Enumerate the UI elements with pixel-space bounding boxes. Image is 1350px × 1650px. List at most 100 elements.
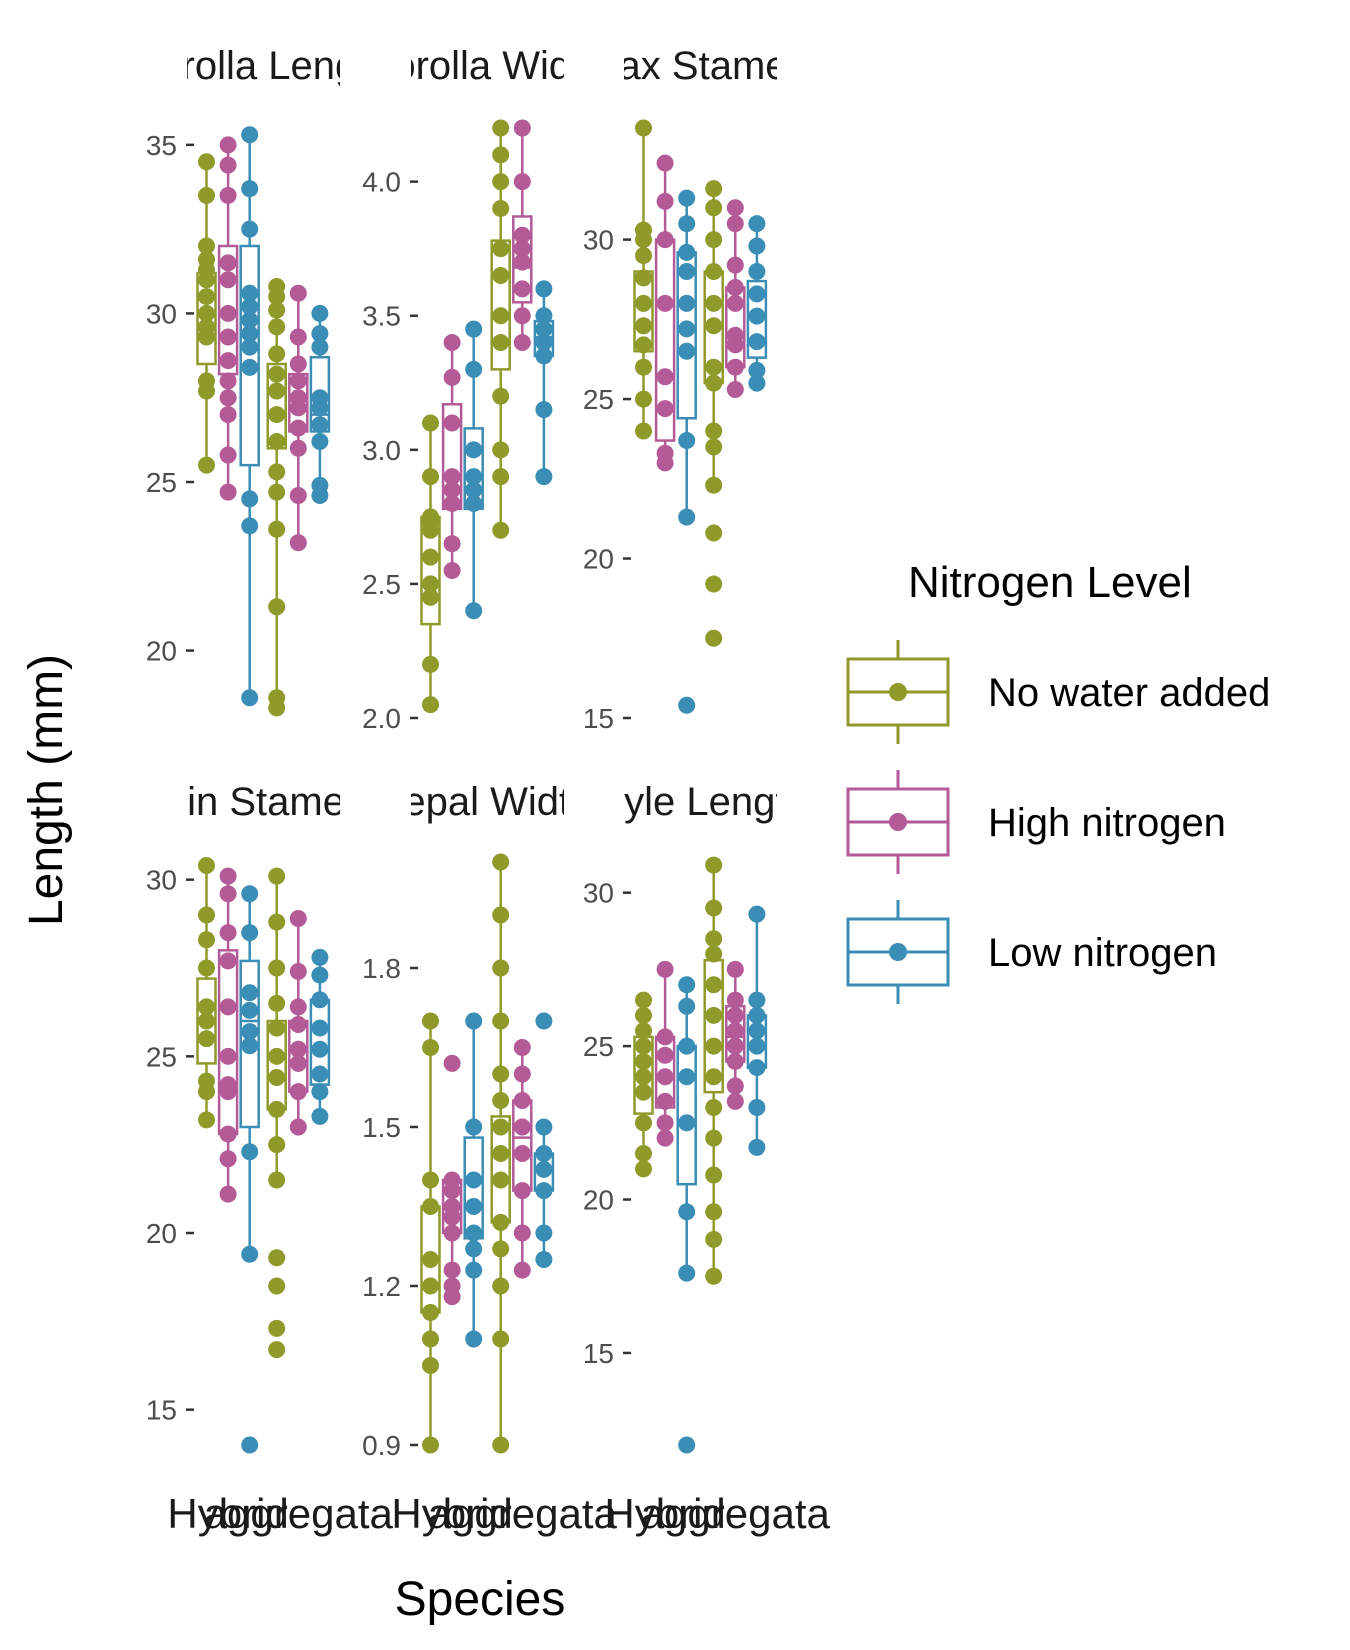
legend-label: High nitrogen: [988, 801, 1226, 845]
y-tick-label: 15: [146, 1395, 177, 1426]
data-point: [748, 1138, 766, 1156]
data-point: [289, 963, 307, 981]
box-group: [217, 136, 239, 501]
panel-title: Corolla Width: [364, 44, 604, 88]
data-point: [241, 284, 259, 302]
data-point: [268, 689, 286, 707]
data-point: [635, 1160, 652, 1178]
data-point: [492, 146, 510, 164]
y-tick-label: 15: [583, 703, 614, 734]
data-point: [635, 119, 652, 137]
data-point: [465, 1171, 483, 1189]
box-group: [217, 867, 239, 1203]
data-point: [241, 1143, 259, 1161]
data-point: [311, 338, 329, 356]
data-point: [311, 1040, 329, 1058]
data-point: [443, 414, 461, 432]
data-point: [492, 853, 510, 871]
data-point: [268, 1171, 286, 1189]
data-point: [198, 998, 215, 1016]
data-point: [422, 1304, 439, 1321]
box-group: [654, 960, 676, 1147]
data-point: [513, 240, 531, 258]
data-point: [198, 318, 215, 336]
x-category-label: aggregata: [428, 1490, 618, 1537]
data-point: [422, 696, 439, 714]
data-point: [656, 192, 674, 210]
data-point: [705, 358, 723, 376]
data-point: [289, 1016, 307, 1034]
data-point: [705, 263, 723, 281]
data-point: [268, 1019, 286, 1037]
data-point: [241, 1023, 259, 1041]
legend-key-point: [889, 683, 907, 701]
data-point: [443, 481, 461, 499]
box-group: [196, 153, 217, 474]
box-group: [703, 856, 724, 1285]
legend-label: No water added: [988, 671, 1270, 715]
data-point: [678, 1436, 696, 1454]
data-point: [705, 317, 723, 335]
data-point: [289, 284, 307, 302]
data-point: [241, 517, 259, 535]
data-point: [241, 924, 259, 942]
data-point: [219, 446, 237, 464]
data-point: [535, 334, 553, 352]
y-tick-label: 25: [146, 1041, 177, 1072]
data-point: [705, 199, 723, 217]
data-point: [656, 960, 674, 978]
data-point: [656, 444, 674, 462]
data-point: [492, 959, 510, 977]
data-point: [513, 226, 531, 244]
data-point: [422, 1330, 439, 1348]
legend-key-point: [889, 813, 907, 831]
data-point: [705, 856, 723, 874]
x-category-label: aggregata: [204, 1490, 394, 1537]
data-point: [513, 1092, 531, 1109]
data-point: [492, 1118, 510, 1136]
data-point: [513, 1145, 531, 1162]
data-point: [311, 416, 329, 434]
data-point: [268, 1047, 286, 1065]
y-tick-label: 3.5: [362, 301, 401, 332]
data-point: [748, 1022, 766, 1040]
box-group: [633, 991, 654, 1178]
y-tick-label: 3.0: [362, 435, 401, 466]
panel-title: Style Length: [586, 780, 808, 824]
box-group: [288, 284, 309, 552]
data-point: [422, 1171, 439, 1189]
y-tick-label: 4.0: [362, 167, 401, 198]
data-point: [219, 389, 237, 407]
data-point: [289, 372, 307, 390]
data-point: [289, 486, 307, 504]
data-point: [422, 1012, 439, 1030]
data-point: [422, 508, 439, 526]
data-point: [726, 199, 744, 217]
data-point: [198, 304, 215, 322]
data-point: [198, 906, 215, 924]
data-point: [705, 524, 723, 542]
data-point: [289, 1118, 307, 1136]
panel-corolla-length: Corolla Length 20 25 30 35: [146, 44, 340, 717]
data-point: [219, 352, 237, 370]
data-point: [289, 910, 307, 928]
data-point: [198, 1072, 215, 1090]
data-point: [705, 1230, 723, 1248]
x-category-label: aggregata: [641, 1490, 831, 1537]
data-point: [465, 1224, 483, 1242]
y-tick-label: 1.2: [362, 1271, 401, 1302]
data-point: [705, 1098, 723, 1116]
data-point: [198, 1111, 215, 1129]
data-point: [535, 1251, 553, 1268]
data-point: [443, 368, 461, 386]
data-point: [219, 254, 237, 272]
box-group: [533, 280, 555, 486]
data-point: [443, 494, 461, 512]
box-group: [463, 320, 484, 620]
data-point: [678, 997, 696, 1015]
data-point: [678, 1203, 696, 1221]
data-point: [465, 1261, 483, 1279]
box-group: [463, 1012, 484, 1348]
y-tick-label: 1.5: [362, 1112, 401, 1143]
